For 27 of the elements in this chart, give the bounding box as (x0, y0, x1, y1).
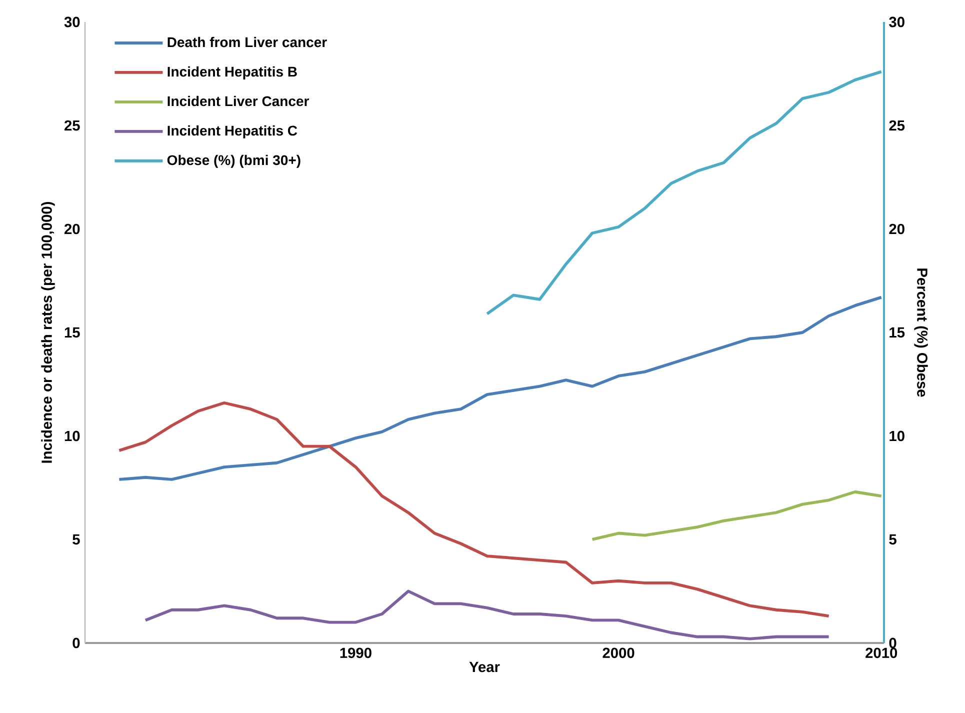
legend-label: Incident Hepatitis B (168, 66, 297, 80)
y-tick-label: 10 (64, 430, 80, 442)
y-tick-label: 5 (72, 534, 80, 545)
legend-label: Incident Liver Cancer (168, 96, 309, 106)
line-series (118, 401, 830, 618)
y2-tick-label: 5 (889, 534, 896, 545)
y2-tick-label: 0 (889, 638, 896, 648)
x-tick-label: 2010 (866, 648, 898, 658)
y2-tick-label: 20 (889, 224, 904, 234)
x-tick-label: 2000 (602, 648, 634, 658)
y2-axis-title: Percent (%) Obese (914, 268, 928, 397)
line-series (590, 490, 883, 541)
y-tick-label: 0 (72, 638, 80, 648)
y-tick-label: 15 (64, 327, 80, 338)
y2-tick-label: 30 (889, 16, 904, 28)
y-axis-title: Incidence or death rates (per 100,000) (41, 202, 55, 463)
legend-label: Incident Hepatitis C (168, 125, 298, 138)
y-tick-label: 25 (64, 120, 80, 131)
legend-label: Obese (%) (bmi 30+) (167, 154, 300, 168)
y2-tick-label: 10 (890, 430, 904, 442)
y-tick-label: 20 (64, 224, 80, 234)
x-axis-title: Year (469, 662, 500, 672)
legend-label: Death from Liver cancer (168, 36, 327, 48)
y2-tick-label: 15 (890, 327, 905, 338)
y-tick-label: 30 (64, 16, 80, 28)
x-tick-label: 1990 (340, 648, 372, 658)
y2-tick-label: 25 (889, 120, 905, 131)
